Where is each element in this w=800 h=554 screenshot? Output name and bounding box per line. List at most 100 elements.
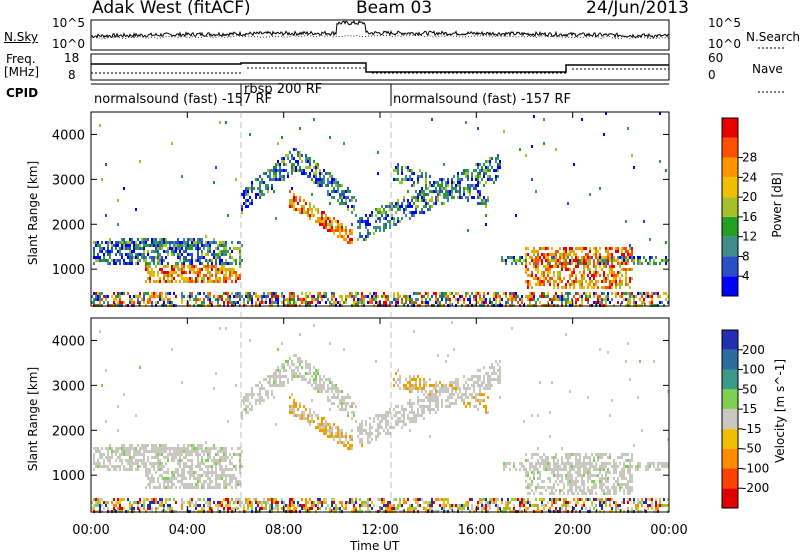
range-time-cell xyxy=(277,160,279,163)
range-time-cell xyxy=(371,507,373,510)
range-time-cell xyxy=(309,423,311,426)
range-time-cell xyxy=(515,292,517,295)
range-time-cell xyxy=(153,456,155,459)
range-time-cell xyxy=(127,244,129,247)
range-time-cell xyxy=(189,262,191,265)
range-time-cell xyxy=(425,181,427,184)
range-time-cell xyxy=(153,486,155,489)
range-time-cell xyxy=(165,265,167,268)
range-time-cell xyxy=(399,381,401,384)
range-time-cell xyxy=(459,181,461,184)
range-time-cell xyxy=(337,229,339,232)
range-time-cell xyxy=(169,241,171,244)
range-time-cell xyxy=(275,378,277,381)
range-time-cell xyxy=(333,387,335,390)
range-time-cell xyxy=(645,259,647,262)
range-time-cell xyxy=(407,387,409,390)
range-time-cell xyxy=(571,250,573,253)
range-time-cell xyxy=(313,175,315,178)
range-time-cell xyxy=(277,163,279,166)
range-time-cell xyxy=(551,277,553,280)
range-time-cell xyxy=(219,253,221,256)
range-time-cell xyxy=(431,390,433,393)
range-time-cell xyxy=(619,295,621,298)
range-time-cell xyxy=(207,295,209,298)
range-time-cell xyxy=(259,501,261,504)
range-time-cell xyxy=(387,432,389,435)
range-time-cell xyxy=(143,507,145,510)
range-time-cell xyxy=(499,166,501,169)
range-time-cell xyxy=(457,292,459,295)
range-time-cell xyxy=(211,474,213,477)
range-time-cell xyxy=(453,504,455,507)
range-time-cell xyxy=(593,259,595,262)
range-time-cell xyxy=(225,253,227,256)
range-time-cell xyxy=(349,295,351,298)
range-time-cell xyxy=(161,298,163,301)
range-time-cell xyxy=(269,507,271,510)
range-time-cell xyxy=(301,417,303,420)
range-time-cell xyxy=(229,295,231,298)
range-time-cell xyxy=(99,453,101,456)
range-time-cell xyxy=(649,256,651,259)
range-time-cell xyxy=(179,462,181,465)
range-time-cell xyxy=(407,166,409,169)
range-time-cell xyxy=(379,432,381,435)
range-time-cell xyxy=(271,501,273,504)
range-time-cell xyxy=(353,196,355,199)
range-time-cell xyxy=(245,393,247,396)
range-time-cell xyxy=(477,375,479,378)
range-time-cell xyxy=(241,501,243,504)
range-time-cell xyxy=(457,298,459,301)
range-time-cell xyxy=(177,274,179,277)
range-time-cell xyxy=(325,501,327,504)
range-time-cell xyxy=(105,465,107,468)
range-time-cell xyxy=(93,447,95,450)
range-time-cell xyxy=(479,163,481,166)
range-time-cell xyxy=(499,163,501,166)
range-time-cell xyxy=(117,507,119,510)
range-time-cell xyxy=(405,384,407,387)
range-time-cell xyxy=(437,301,439,304)
range-time-cell xyxy=(437,402,439,405)
range-time-cell xyxy=(625,259,627,262)
range-time-cell xyxy=(251,393,253,396)
range-time-cell xyxy=(453,175,455,178)
range-time-cell xyxy=(495,292,497,295)
range-time-cell xyxy=(165,486,167,489)
range-time-cell xyxy=(319,375,321,378)
range-time-cell xyxy=(391,205,393,208)
range-time-cell xyxy=(341,501,343,504)
range-time-cell xyxy=(481,202,483,205)
range-time-cell xyxy=(139,498,141,501)
range-time-cell xyxy=(535,465,537,468)
range-time-cell xyxy=(385,414,387,417)
range-time-cell xyxy=(161,241,163,244)
range-time-cell xyxy=(175,468,177,471)
range-time-cell xyxy=(285,375,287,378)
range-time-cell xyxy=(325,390,327,393)
range-time-cell xyxy=(605,298,607,301)
range-time-cell xyxy=(307,366,309,369)
range-time-cell xyxy=(345,507,347,510)
range-time-cell xyxy=(197,241,199,244)
range-time-cell xyxy=(111,259,113,262)
range-time-cell xyxy=(615,277,617,280)
range-time-cell xyxy=(201,444,203,447)
range-time-cell xyxy=(579,280,581,283)
range-time-cell xyxy=(97,459,99,462)
range-time-cell xyxy=(559,253,561,256)
range-time-cell xyxy=(583,265,585,268)
range-time-cell xyxy=(225,274,227,277)
range-time-cell xyxy=(195,265,197,268)
range-time-cell xyxy=(623,256,625,259)
range-time-cell xyxy=(179,486,181,489)
range-time-cell xyxy=(117,250,119,253)
range-time-cell xyxy=(457,178,459,181)
range-time-cell xyxy=(227,504,229,507)
range-time-cell xyxy=(293,372,295,375)
range-time-cell xyxy=(393,426,395,429)
range-time-cell xyxy=(441,405,443,408)
range-time-cell xyxy=(357,429,359,432)
range-time-cell xyxy=(283,163,285,166)
